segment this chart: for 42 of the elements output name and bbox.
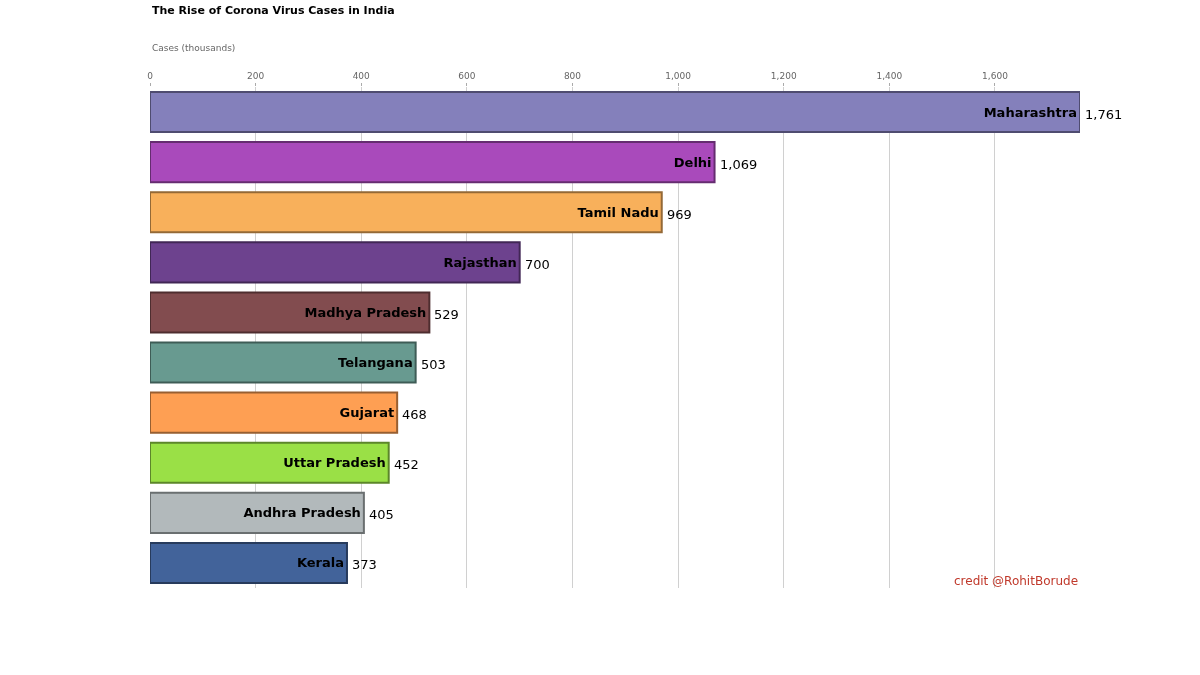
data-label: 405 — [369, 507, 394, 522]
x-tick-label: 1,000 — [665, 71, 692, 82]
y-tick-label: Kerala — [296, 555, 344, 571]
bar — [150, 441, 390, 484]
y-tick-label: Uttar Pradesh — [283, 455, 386, 471]
x-tick-label: 1,400 — [876, 71, 903, 82]
x-tick-label: 200 — [247, 71, 265, 82]
data-label: 969 — [667, 207, 692, 222]
bar — [150, 391, 399, 434]
x-tick-label: 0 — [147, 71, 154, 82]
bar — [150, 191, 663, 234]
y-tick-label: Tamil Nadu — [577, 204, 659, 220]
x-axis-title: Cases (thousands) — [152, 43, 236, 53]
data-label: 1,761 — [1085, 107, 1123, 122]
data-label: 452 — [394, 457, 419, 472]
y-tick-label: Delhi — [673, 154, 712, 170]
y-tick-label: Telangana — [338, 355, 413, 371]
data-label: 529 — [434, 307, 459, 322]
annotation: credit @RohitBorude — [954, 574, 1079, 588]
data-label: 503 — [421, 357, 446, 372]
y-tick-label: Maharashtra — [983, 104, 1077, 120]
chart-title: The Rise of Corona Virus Cases in India — [152, 4, 395, 17]
x-tick-label: 600 — [458, 71, 476, 82]
bar — [150, 91, 1080, 134]
data-label: 1,069 — [720, 157, 758, 172]
data-label: 700 — [525, 257, 550, 272]
x-tick-label: 1,200 — [770, 71, 797, 82]
bar — [150, 141, 716, 184]
bar — [150, 541, 348, 584]
y-tick-label: Andhra Pradesh — [243, 505, 361, 521]
x-tick-label: 400 — [352, 71, 371, 82]
bar — [150, 291, 431, 334]
x-tick-label: 1,600 — [982, 71, 1009, 82]
data-label: 468 — [402, 407, 427, 422]
x-tick-label: 800 — [563, 71, 582, 82]
y-tick-label: Madhya Pradesh — [304, 304, 427, 320]
bar — [150, 341, 417, 384]
bar — [150, 241, 521, 284]
bar — [150, 491, 365, 534]
data-label: 373 — [352, 557, 377, 572]
y-tick-label: Rajasthan — [443, 254, 517, 270]
y-tick-label: Gujarat — [339, 405, 395, 421]
